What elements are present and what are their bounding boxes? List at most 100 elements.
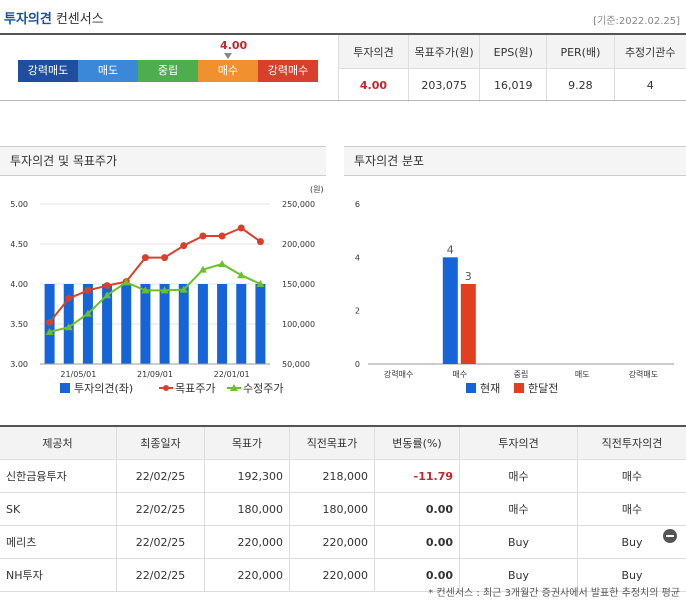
target-price-point [46, 318, 54, 326]
broker-table: 제공처 최종일자 목표가 직전목표가 변동률(%) 투자의견 직전투자의견 신한… [0, 425, 686, 592]
opinion-price-chart: 5.00 4.50 4.00 3.50 3.00 250,000 200,000 150,00… [10, 185, 324, 395]
opinion-bar [102, 284, 113, 364]
page-title: 투자의견 컨센서스 [4, 8, 104, 27]
table-cell: Buy [459, 525, 578, 559]
table-header: 변동률(%) [374, 425, 460, 460]
table-cell: Buy [577, 558, 686, 592]
adj-price-point [64, 323, 73, 331]
chart1-panel: 투자의견 및 목표주가 [0, 146, 326, 176]
summary-header: 목표주가(원) [407, 35, 480, 69]
y-right-unit: (원) [310, 185, 324, 194]
legend-swatch [514, 383, 524, 393]
gauge-segment: 매도 [78, 60, 138, 82]
x-tick: 22/01/01 [214, 370, 250, 379]
target-price-point [256, 238, 264, 246]
adj-price-point [141, 286, 150, 294]
adj-price-point [256, 280, 265, 287]
y-right-tick: 250,000 [282, 200, 315, 209]
collapse-minus-icon[interactable] [663, 529, 677, 543]
table-cell: -11.79 [374, 459, 460, 493]
legend-label: 한달전 [528, 382, 558, 395]
opinion-bar [178, 284, 189, 364]
table-cell: 매수 [577, 492, 686, 526]
opinion-bar [255, 284, 266, 364]
y-right-tick: 150,000 [282, 280, 315, 289]
target-price-point [161, 254, 169, 262]
chart2-title: 투자의견 분포 [344, 146, 686, 176]
table-header: 직전목표가 [289, 425, 375, 460]
target-price-point [237, 224, 245, 232]
gauge-segment: 중립 [138, 60, 198, 82]
adj-price-point [103, 291, 112, 299]
table-cell: 180,000 [289, 492, 375, 526]
table-row: 메리츠 22/02/25 220,000 220,000 0.00 Buy Buy [0, 525, 686, 559]
summary-value: 203,075 [407, 68, 480, 102]
table-cell: 메리츠 [0, 525, 117, 559]
summary-header: PER(배) [546, 35, 614, 69]
table-cell: 218,000 [289, 459, 375, 493]
target-price-point [218, 232, 226, 240]
table-header: 직전투자의견 [577, 425, 686, 460]
legend-swatch [60, 383, 70, 393]
table-cell: 매수 [459, 492, 578, 526]
summary-header: 추정기관수 [613, 35, 686, 69]
x-tick: 매도 [575, 370, 590, 379]
title-main: 투자의견 [4, 12, 52, 27]
y-tick: 4 [355, 253, 360, 262]
summary-value-row: 4.00 203,075 16,019 9.28 4 [338, 68, 686, 102]
x-tick: 강력매도 [629, 369, 658, 379]
gauge-segment: 강력매수 [258, 60, 318, 82]
y-tick: 2 [355, 307, 360, 316]
legend-swatch [163, 385, 169, 391]
bar-label: 4 [447, 243, 454, 256]
summary-value: 4 [613, 68, 686, 102]
chart2-panel: 투자의견 분포 [344, 146, 686, 176]
legend-label: 목표주가 [175, 382, 215, 395]
target-price-point [65, 294, 73, 302]
opinion-bar [236, 284, 247, 364]
adj-price-point [45, 328, 54, 335]
table-row: 신한금융투자 22/02/25 192,300 218,000 -11.79 매수 매수 [0, 459, 686, 493]
table-cell: Buy [459, 558, 578, 592]
bar [460, 284, 476, 364]
y-right-tick: 100,000 [282, 320, 315, 329]
legend-label: 수정주가 [243, 382, 283, 395]
chart1-title: 투자의견 및 목표주가 [0, 146, 326, 176]
target-price-point [180, 242, 188, 250]
adj-price-point [160, 286, 169, 294]
gauge-segment: 매수 [198, 60, 258, 82]
table-cell: 220,000 [204, 558, 290, 592]
x-tick: 매수 [452, 370, 467, 379]
base-date: [기준:2022.02.25] [593, 16, 680, 27]
y-tick: 6 [355, 200, 360, 209]
adj-price-point [122, 278, 131, 286]
opinion-bar [121, 284, 132, 364]
table-header: 투자의견 [459, 425, 578, 460]
adj-price-line [49, 262, 261, 333]
y-left-tick: 4.50 [10, 240, 28, 249]
target-price-line [48, 226, 261, 324]
x-tick: 21/09/01 [137, 370, 173, 379]
table-cell: 0.00 [374, 558, 460, 592]
table-cell: 22/02/25 [116, 492, 205, 526]
summary-value: 16,019 [479, 68, 547, 102]
gauge-segment: 강력매도 [18, 60, 78, 82]
summary-header-row: 투자의견 목표주가(원) EPS(원) PER(배) 추정기관수 [338, 35, 686, 69]
divider [0, 100, 686, 101]
table-cell: SK [0, 492, 117, 526]
x-tick: 21/05/01 [60, 370, 96, 379]
y-left-tick: 3.00 [10, 360, 28, 369]
table-cell: 192,300 [204, 459, 290, 493]
adj-price-point [179, 285, 188, 293]
gauge-pointer-icon [224, 53, 232, 59]
table-cell: 22/02/25 [116, 459, 205, 493]
bar-label: 3 [465, 270, 472, 283]
y-right-tick: 200,000 [282, 240, 315, 249]
divider [0, 33, 686, 35]
opinion-bar [159, 284, 170, 364]
table-cell: 220,000 [289, 558, 375, 592]
table-row: NH투자 22/02/25 220,000 220,000 0.00 Buy Buy [0, 558, 686, 592]
target-price-point [84, 286, 92, 294]
table-cell: 22/02/25 [116, 525, 205, 559]
target-price-point [141, 254, 149, 262]
